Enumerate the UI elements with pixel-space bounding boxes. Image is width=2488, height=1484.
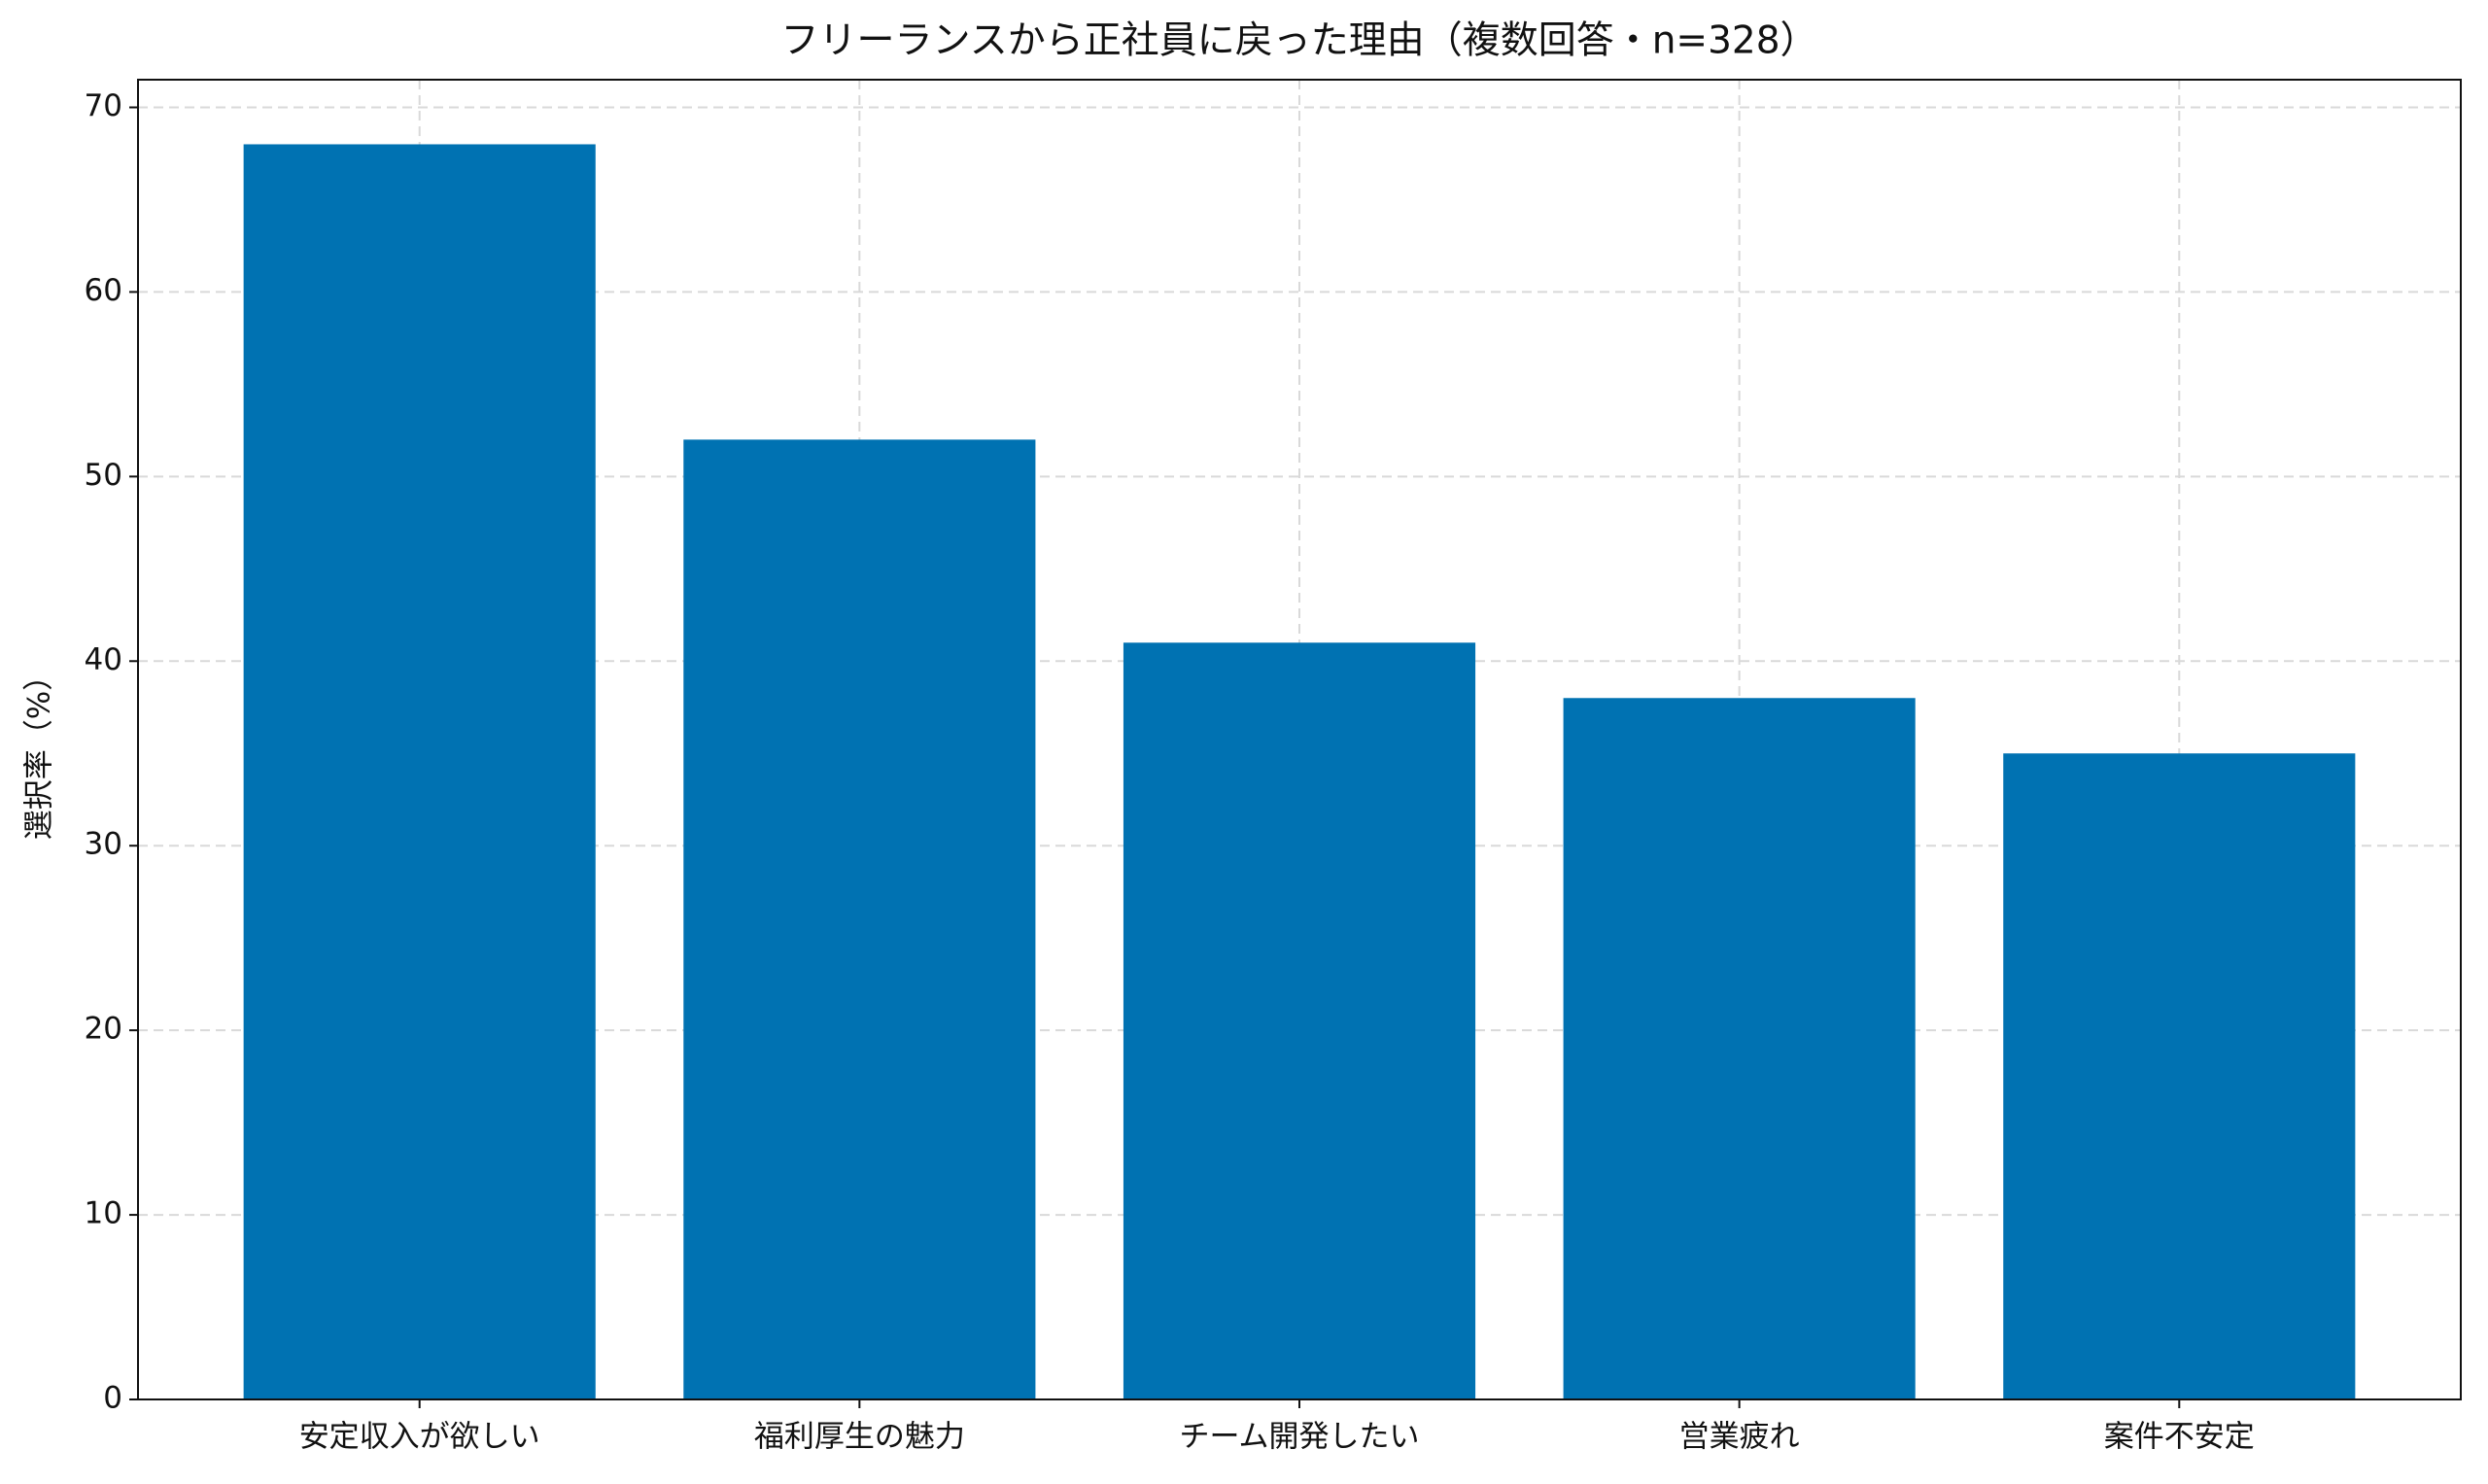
plot-frame <box>137 79 2462 1400</box>
bar <box>243 144 596 1399</box>
y-tick-label: 30 <box>85 827 122 862</box>
y-tick-label: 20 <box>85 1012 122 1047</box>
y-axis-label: 選択率（%） <box>22 661 57 840</box>
y-tick-label: 40 <box>85 642 122 677</box>
bar <box>683 439 1036 1399</box>
bar <box>1123 642 1476 1399</box>
x-tick-label: 営業疲れ <box>1679 1420 1800 1455</box>
x-tick-label: 福利厚生の魅力 <box>754 1420 965 1455</box>
y-tick-label: 60 <box>85 273 122 308</box>
chart-title: フリーランスから正社員に戻った理由（複数回答・n=328） <box>780 19 1817 63</box>
y-tick-label: 0 <box>103 1381 122 1416</box>
y-tick-label: 70 <box>85 88 122 123</box>
x-tick-label: 安定収入が欲しい <box>299 1420 540 1455</box>
x-tick-label: チーム開発したい <box>1179 1420 1419 1455</box>
bar <box>1563 698 1916 1399</box>
bar <box>2003 753 2356 1399</box>
y-tick-label: 10 <box>85 1196 122 1231</box>
y-tick-label: 50 <box>85 458 122 493</box>
x-tick-label: 案件不安定 <box>2104 1420 2255 1455</box>
